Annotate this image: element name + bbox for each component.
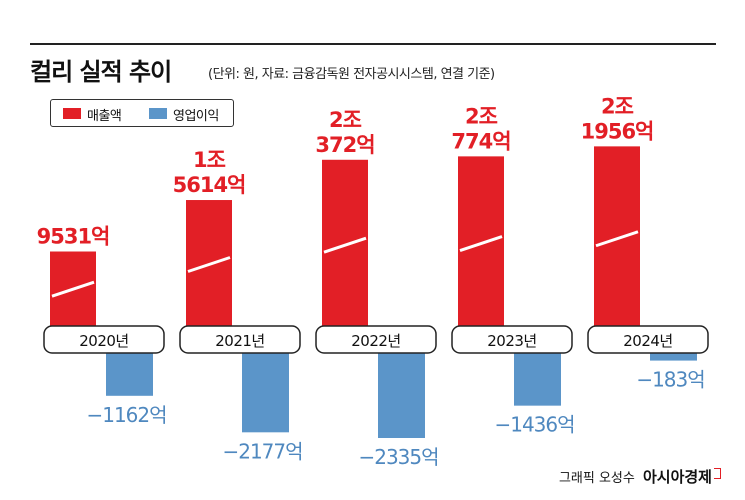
year-pill <box>43 325 165 354</box>
profit-bar <box>514 352 561 406</box>
year-pill <box>451 325 573 354</box>
credit: 그래픽 오성수 아시아경제 <box>559 466 721 487</box>
year-label: 2022년 <box>351 332 400 350</box>
axis-break-mark <box>51 280 95 298</box>
profit-value-label: −2335억 <box>358 445 438 469</box>
profit-bar <box>242 352 289 433</box>
axis-break-mark <box>595 230 639 248</box>
legend-label-profit: 영업이익 <box>173 109 219 124</box>
revenue-value-label: 1956억 <box>581 119 654 143</box>
profit-bar <box>378 352 425 438</box>
revenue-bar <box>594 146 640 326</box>
top-rule <box>30 43 716 45</box>
year-label: 2021년 <box>215 332 264 350</box>
year-pill <box>315 325 437 354</box>
revenue-value-label: 372억 <box>315 133 374 157</box>
revenue-bar <box>458 156 504 326</box>
profit-value-label: −2177억 <box>222 439 302 463</box>
legend: 매출액 영업이익 <box>50 99 234 127</box>
axis-break-mark <box>187 256 231 273</box>
brand-logo-icon <box>714 468 721 479</box>
profit-value-label: −183억 <box>636 368 704 392</box>
chart-title: 컬리 실적 추이 <box>30 58 172 86</box>
year-label: 2024년 <box>623 332 672 350</box>
revenue-value-label: 1조 <box>193 148 226 172</box>
year-label: 2023년 <box>487 332 536 350</box>
year-label: 2020년 <box>79 332 128 350</box>
credit-brand: 아시아경제 <box>642 468 712 486</box>
year-pill <box>179 325 301 354</box>
profit-bar <box>106 352 153 396</box>
revenue-value-label: 2조 <box>329 108 362 132</box>
revenue-value-label: 9531억 <box>37 225 110 249</box>
revenue-value-label: 5614억 <box>173 173 246 197</box>
revenue-bar <box>322 159 368 326</box>
revenue-value-label: 774억 <box>451 129 510 153</box>
revenue-value-label: 2조 <box>601 94 634 118</box>
profit-value-label: −1436억 <box>494 413 574 437</box>
year-pill <box>587 325 709 354</box>
profit-bar <box>650 352 697 361</box>
legend-label-revenue: 매출액 <box>87 109 122 124</box>
axis-break-mark <box>459 235 503 252</box>
credit-author: 그래픽 오성수 <box>558 471 635 486</box>
revenue-value-label: 2조 <box>465 104 498 128</box>
axis-break-mark <box>323 236 367 254</box>
profit-value-label: −1162억 <box>86 403 166 427</box>
legend-swatch-revenue <box>63 108 81 119</box>
chart-subtitle: (단위: 원, 자료: 금융감독원 전자공시시스템, 연결 기준) <box>208 67 495 82</box>
legend-swatch-profit <box>149 108 167 119</box>
